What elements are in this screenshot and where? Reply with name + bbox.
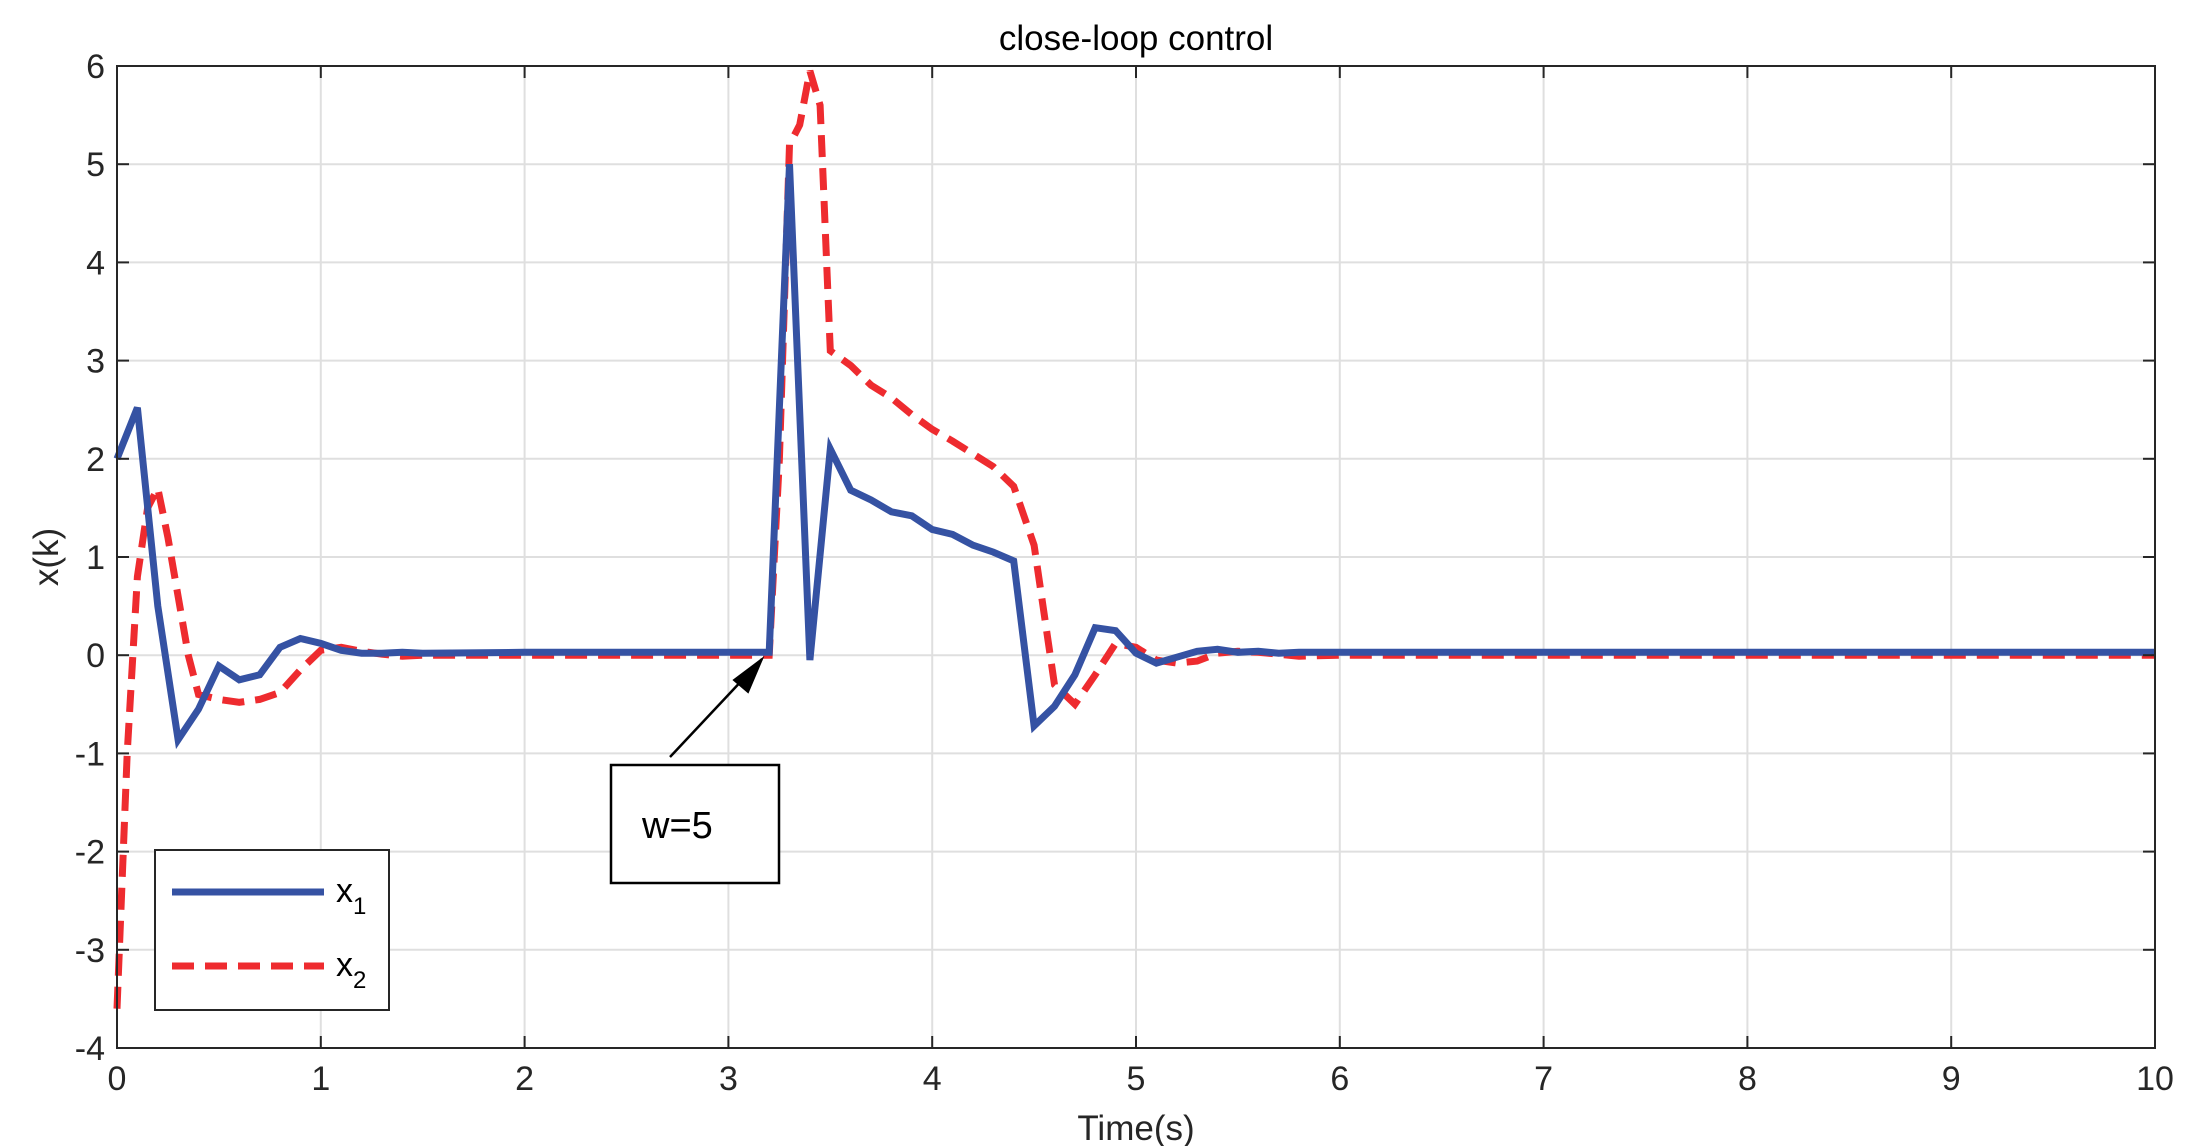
series-line-x2: [113, 69, 2155, 1009]
x-tick-label: 5: [1127, 1060, 1146, 1098]
y-tick-label: -2: [75, 834, 105, 872]
y-tick-label: -1: [75, 735, 105, 773]
annotation-text: w=5: [641, 805, 713, 847]
y-tick-label: 0: [86, 637, 105, 675]
y-tick-label: 3: [86, 343, 105, 381]
legend-box: [154, 849, 390, 1011]
x-tick-label: 2: [515, 1060, 534, 1098]
x-tick-label: 9: [1942, 1060, 1961, 1098]
series-line-x1: [113, 164, 2155, 750]
y-tick-label: 2: [86, 441, 105, 479]
annotation-arrowhead: [732, 655, 765, 694]
x-tick-label: 6: [1330, 1060, 1349, 1098]
x-tick-label: 1: [311, 1060, 330, 1098]
x-tick-label: 10: [2136, 1060, 2174, 1098]
x-tick-label: 8: [1738, 1060, 1757, 1098]
x-tick-label: 4: [923, 1060, 942, 1098]
legend: x1 x2: [154, 849, 390, 1011]
x-tick-label: 3: [719, 1060, 738, 1098]
x-axis-title: Time(s): [1077, 1109, 1194, 1146]
annotation-w5: w=5: [609, 655, 781, 885]
y-tick-label: 6: [86, 48, 105, 86]
annotation-box: [609, 763, 781, 885]
y-tick-label: 1: [86, 539, 105, 577]
chart-title: close-loop control: [999, 19, 1273, 58]
y-axis-title: x(k): [27, 528, 66, 586]
y-tick-label: 4: [86, 244, 105, 282]
series-layer: [113, 69, 2155, 1009]
y-tick-label: -4: [75, 1030, 105, 1068]
y-tick-label: 5: [86, 146, 105, 184]
legend-label-x2: x2: [336, 946, 366, 994]
x-tick-label: 0: [108, 1060, 127, 1098]
x-tick-label: 7: [1534, 1060, 1553, 1098]
axis-ticks: 0 1 2 3 4 5 6 7 8 9 10 -4 -3 -2 -1 0 1 2 3 4 5 6: [75, 48, 2174, 1098]
legend-label-x1: x1: [336, 872, 366, 920]
y-tick-label: -3: [75, 932, 105, 970]
